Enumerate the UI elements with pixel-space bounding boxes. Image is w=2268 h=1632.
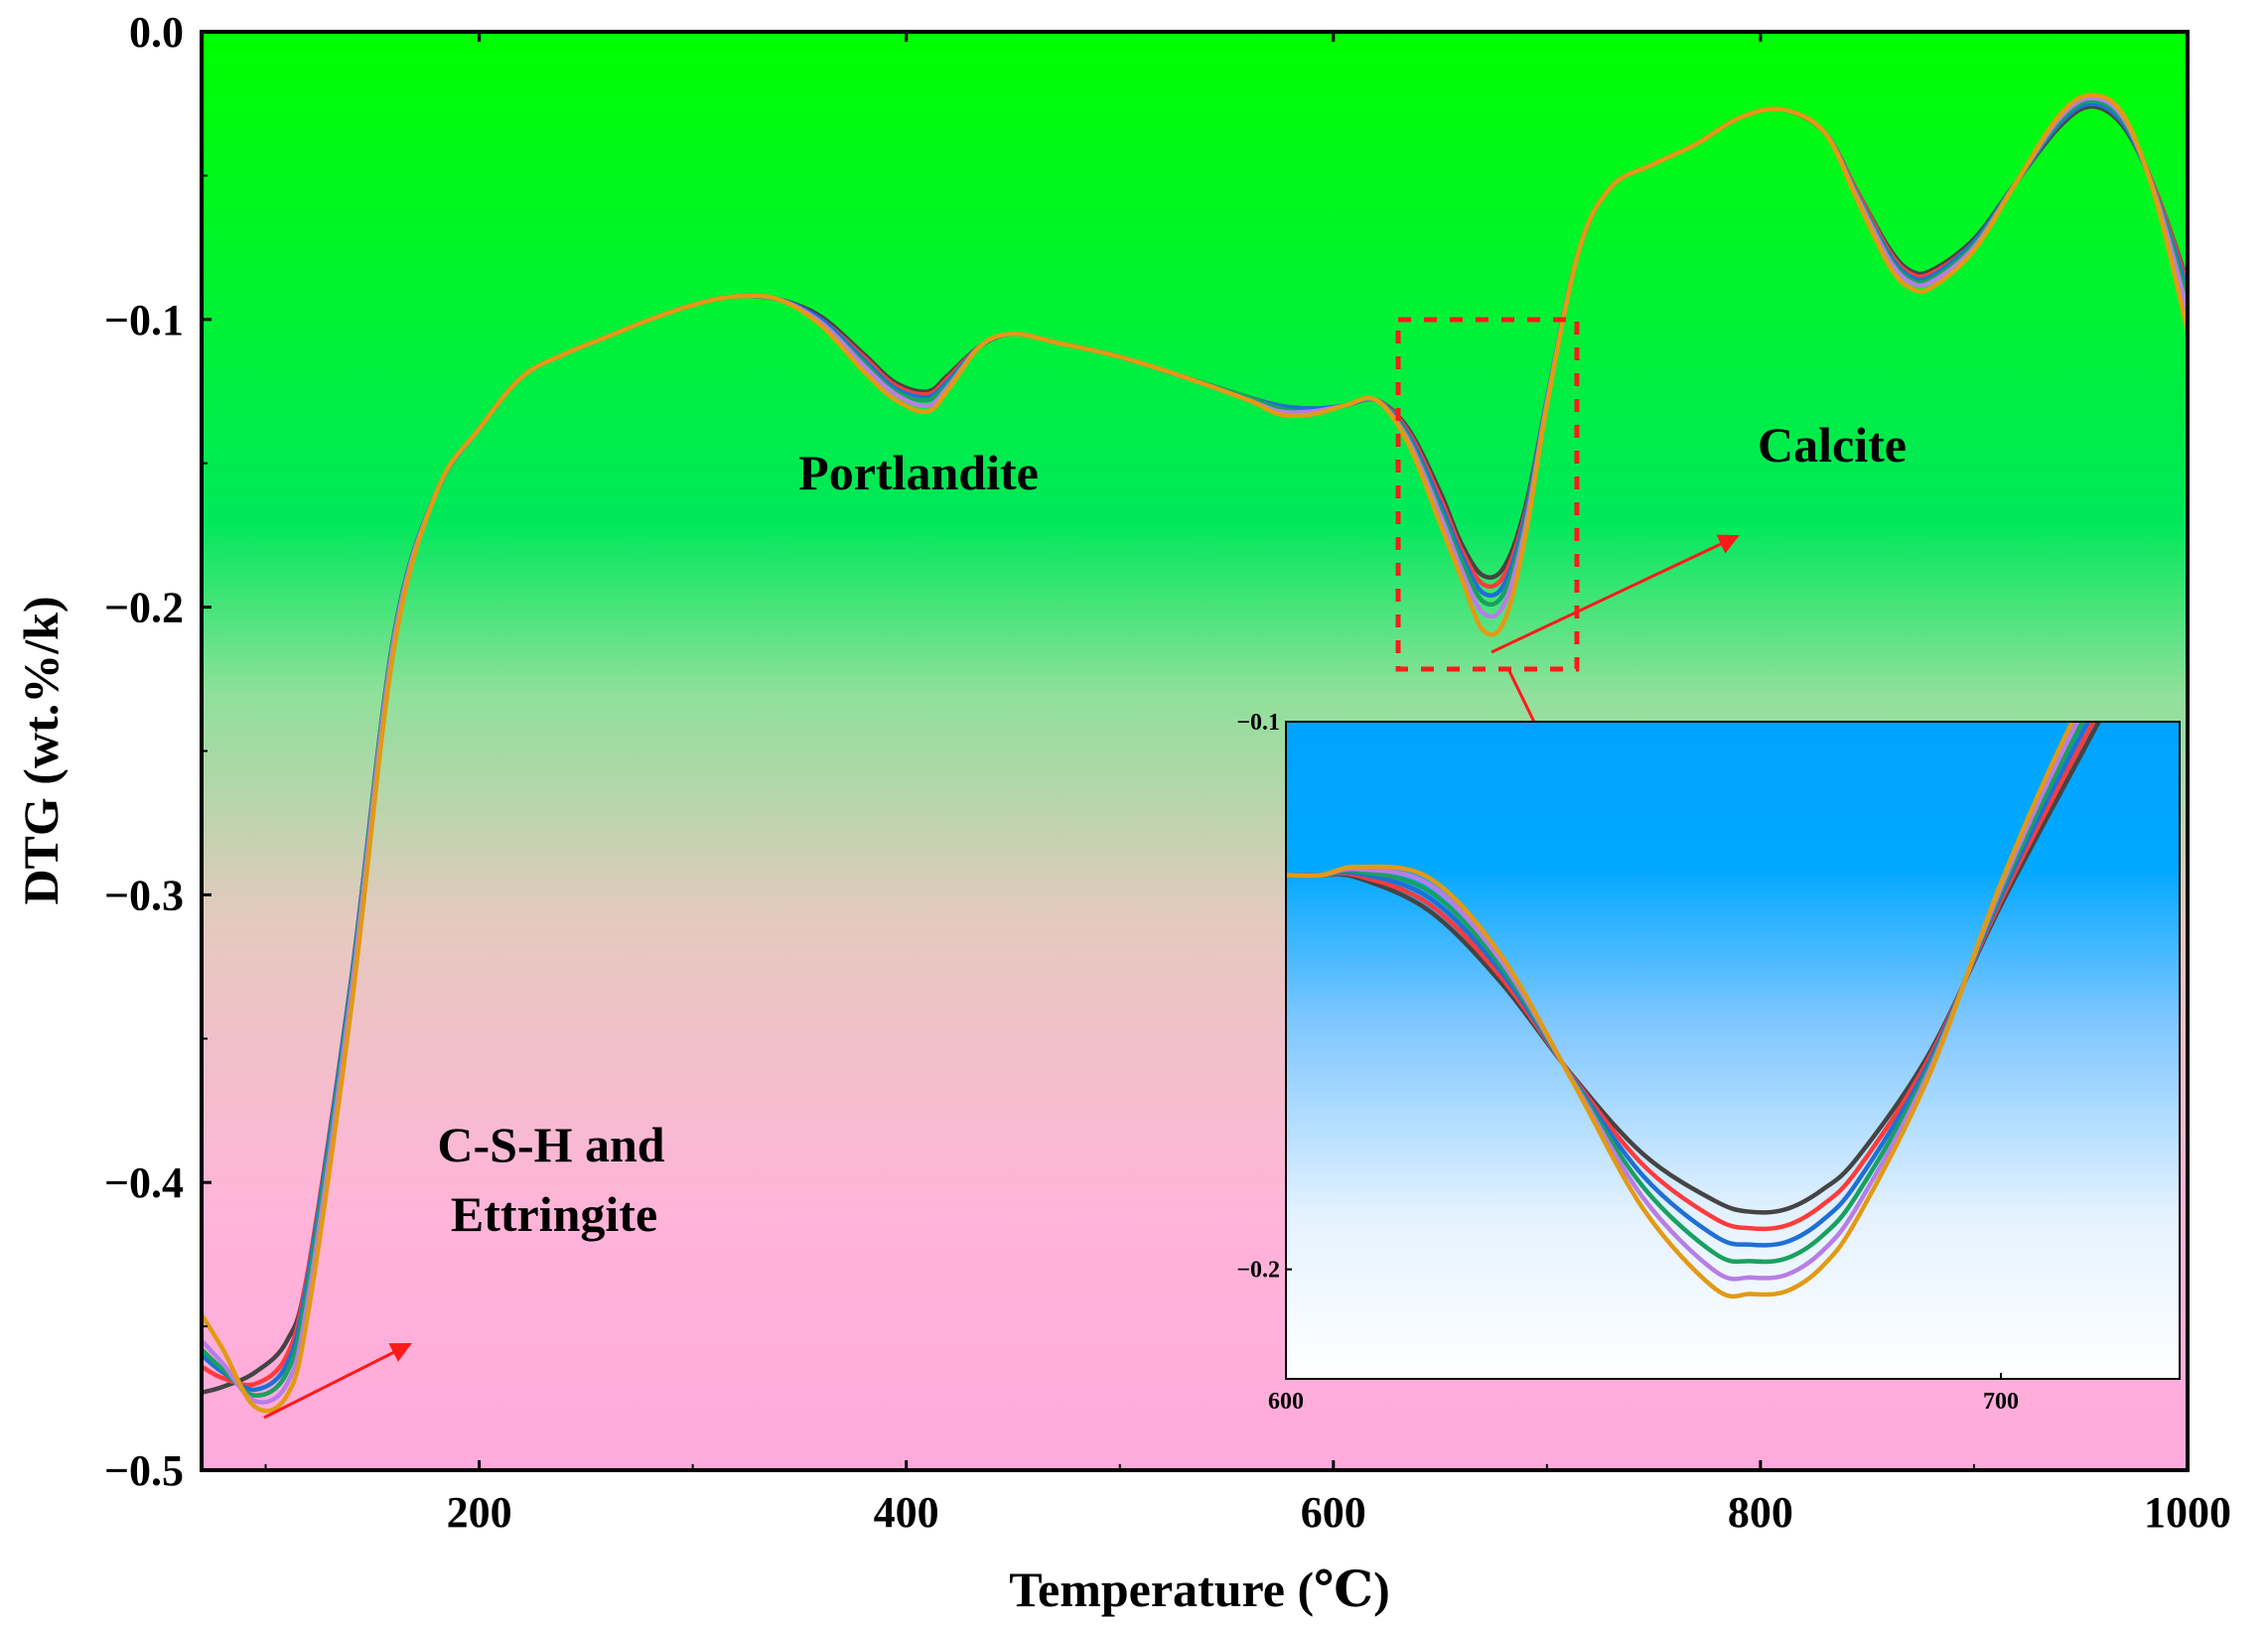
annotation-calcite: Calcite [1758, 417, 1907, 473]
y-tick-label: −0.2 [104, 584, 184, 632]
inset-series-line-3 [1286, 722, 2091, 1248]
inset-ticks: 600 700 −0.1 −0.2 [1236, 710, 2019, 1415]
zoom-region-box [1395, 317, 1580, 672]
inset-series-line-2 [1286, 722, 2096, 1232]
y-tick-label: −0.4 [104, 1158, 184, 1207]
main-ticks: 200 400 600 800 1000 0.0 −0.1 −0.2 −0.3 −0.4 −0.5 [104, 8, 2231, 1537]
x-tick-label: 200 [447, 1488, 512, 1537]
y-axis-title: DTG (wt.%/k) [13, 596, 69, 904]
inset-series-line-6 [1286, 722, 2075, 1299]
inset-y-tick-label: −0.2 [1236, 1258, 1280, 1284]
arrow-to-calcite [1490, 534, 1740, 654]
inset-frame [1285, 721, 2181, 1380]
annotation-portlandite: Portlandite [798, 445, 1039, 500]
main-series-line-6 [202, 92, 2188, 1414]
inset-series-line-1 [1286, 722, 2102, 1215]
y-tick-label: −0.1 [104, 296, 184, 344]
annotation-csh-line2: Ettringite [451, 1186, 657, 1242]
inset-y-tick-label: −0.1 [1236, 710, 1280, 736]
arrow-csh [263, 1342, 412, 1420]
inset-x-tick-label: 700 [1983, 1389, 2019, 1415]
annotation-csh-line1: C-S-H and [437, 1117, 664, 1172]
x-tick-label: 1000 [2144, 1488, 2231, 1537]
y-tick-label: −0.5 [104, 1446, 184, 1495]
y-tick-label: −0.3 [104, 871, 184, 919]
y-tick-label: 0.0 [129, 8, 184, 57]
inset-series-line-4 [1286, 722, 2086, 1265]
inset-x-tick-label: 600 [1268, 1389, 1304, 1415]
inset-series-line-5 [1286, 722, 2080, 1282]
x-tick-label: 400 [874, 1488, 939, 1537]
x-axis-title: Temperature (℃) [1009, 1562, 1389, 1617]
x-tick-label: 600 [1301, 1488, 1366, 1537]
x-tick-label: 800 [1728, 1488, 1793, 1537]
main-series-group [202, 92, 2188, 1414]
inset-series-group [1286, 722, 2102, 1299]
